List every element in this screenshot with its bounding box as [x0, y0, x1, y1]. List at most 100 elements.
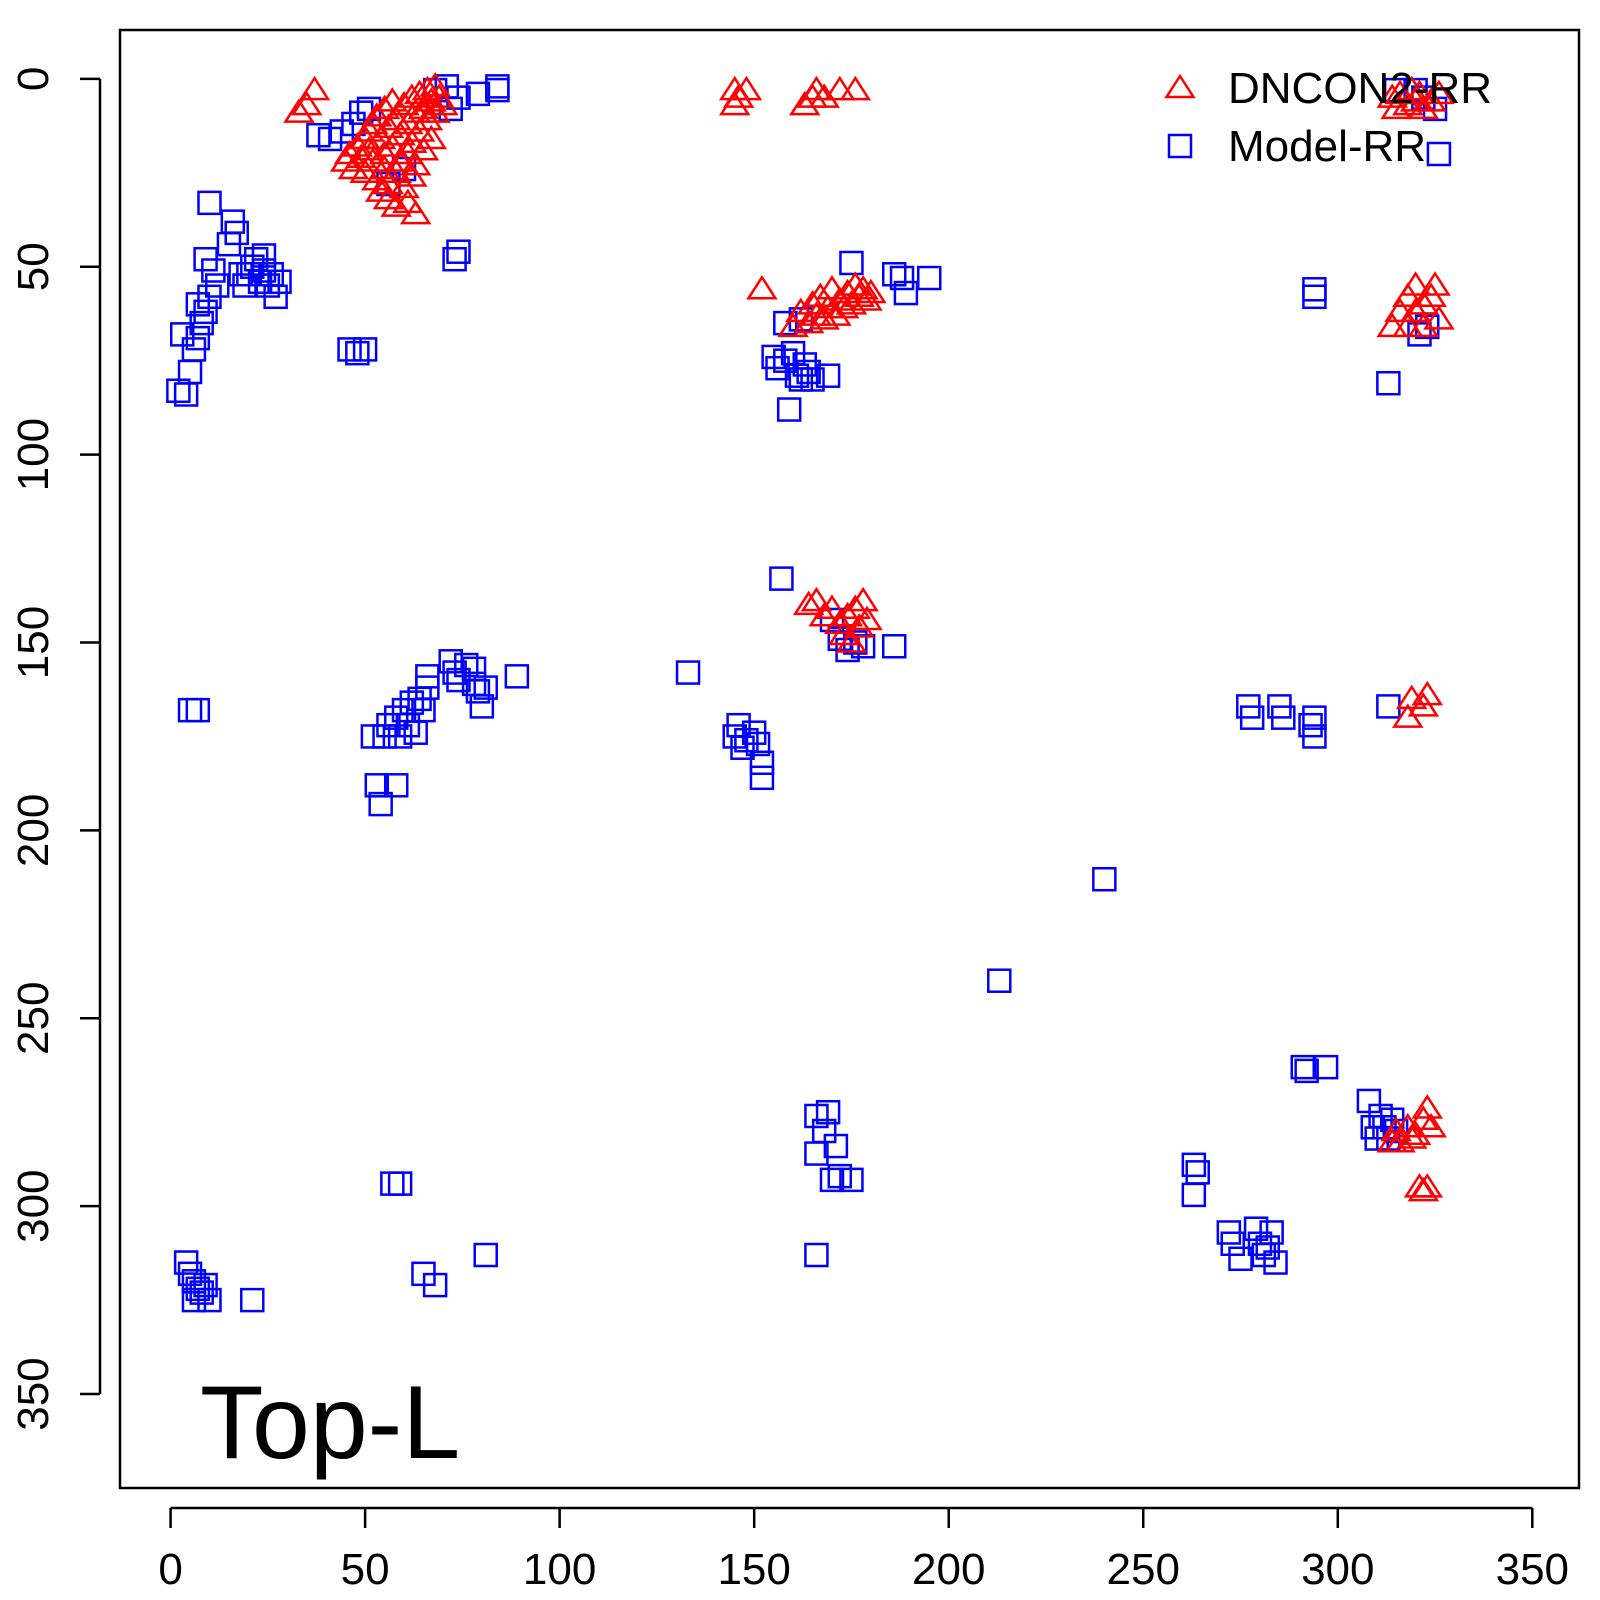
model-rr-point: [1294, 1058, 1319, 1084]
dncon2-rr-point: [851, 605, 883, 631]
dncon2-rr-point: [1423, 79, 1455, 105]
model-rr-point: [415, 664, 440, 689]
model-rr-point: [987, 968, 1012, 993]
model-rr-point: [1422, 96, 1448, 122]
dncon2-rr-point: [1411, 1173, 1444, 1198]
model-rr-point: [1255, 1235, 1280, 1260]
model-rr-point: [442, 246, 467, 272]
y-tick-label: 350: [9, 1357, 58, 1430]
model-rr-point: [1302, 284, 1327, 310]
dncon2-rr-point: [419, 72, 451, 97]
dncon2-rr-point: [399, 199, 432, 225]
dncon2-rr-point: [384, 147, 416, 172]
model-rr-point: [800, 367, 825, 392]
dncon2-rr-point: [1376, 312, 1409, 338]
model-rr-point: [1407, 322, 1432, 347]
dncon2-rr-point: [839, 594, 872, 619]
model-rr-point: [1239, 705, 1265, 730]
dncon2-rr-point: [808, 83, 841, 108]
model-rr-point: [804, 1242, 829, 1268]
model-rr-point: [224, 220, 249, 246]
model-rr-point: [446, 239, 471, 264]
dncon2-rr-point: [855, 278, 887, 304]
model-rr-point: [197, 190, 222, 216]
dncon2-rr-point: [804, 282, 837, 308]
model-rr-point: [1181, 1152, 1207, 1178]
model-rr-point: [773, 310, 798, 336]
model-rr-point: [796, 359, 821, 385]
dncon2-rr-point: [1384, 297, 1416, 323]
dncon2-rr-point: [399, 150, 432, 176]
y-tick-label: 150: [9, 606, 58, 679]
model-rr-point: [749, 750, 775, 776]
model-rr-point: [465, 679, 491, 704]
dncon2-rr-point: [847, 274, 879, 300]
dncon2-rr-point: [835, 628, 868, 653]
dncon2-rr-point: [1380, 1116, 1412, 1142]
dncon2-rr-point: [843, 613, 876, 638]
model-rr-point: [387, 1171, 413, 1196]
dncon2-rr-point: [415, 124, 448, 150]
dncon2-rr-point: [283, 98, 315, 123]
model-rr-point: [1290, 1054, 1316, 1080]
y-tick-label: 0: [9, 67, 58, 91]
model-rr-point: [675, 660, 701, 685]
model-rr-point: [240, 1287, 265, 1313]
dncon2-rr-point: [1415, 1112, 1447, 1138]
dncon2-rr-point: [839, 271, 872, 296]
dncon2-rr-point: [1407, 312, 1440, 338]
dncon2-rr-point: [1399, 297, 1432, 323]
legend-model-rr-label: Model-RR: [1228, 122, 1426, 171]
model-rr-point: [792, 352, 818, 377]
dncon2-rr-point: [785, 297, 817, 323]
plot-frame: [118, 28, 1581, 1490]
dncon2-rr-point: [1415, 87, 1447, 112]
dncon2-rr-point: [1395, 75, 1428, 101]
y-tick-label: 300: [9, 1169, 58, 1242]
x-tick-label: 150: [717, 1545, 790, 1594]
model-rr-point: [1263, 1250, 1288, 1275]
model-rr-point: [1181, 1182, 1207, 1208]
legend-dncon2-rr-marker: [1164, 73, 1196, 99]
model-rr-point: [166, 378, 191, 403]
model-rr-point: [1228, 1246, 1253, 1272]
model-rr-point: [368, 791, 393, 817]
model-rr-point: [170, 322, 195, 347]
dncon2-rr-point: [427, 90, 459, 116]
dncon2-rr-point: [419, 98, 451, 123]
dncon2-rr-point: [372, 113, 405, 138]
model-rr-point: [473, 1242, 498, 1268]
model-rr-point: [364, 773, 390, 798]
model-rr-point: [881, 634, 907, 659]
model-rr-point: [185, 292, 211, 317]
x-tick-label: 300: [1301, 1545, 1374, 1594]
model-rr-point: [267, 269, 292, 295]
model-rr-point: [765, 355, 790, 381]
dncon2-rr-point: [816, 594, 848, 619]
model-rr-point: [181, 1287, 207, 1313]
dncon2-rr-point: [730, 75, 763, 101]
dncon2-rr-point: [823, 75, 856, 101]
legend-model-rr-marker: [1167, 133, 1193, 159]
dncon2-rr-point: [746, 274, 778, 300]
dncon2-rr-point: [411, 105, 444, 131]
dncon2-rr-point: [1384, 1127, 1416, 1153]
model-rr-point: [1259, 1220, 1284, 1245]
dncon2-rr-point: [796, 290, 829, 315]
model-rr-point: [1302, 724, 1327, 749]
dncon2-rr-point: [360, 102, 393, 127]
model-rr-point: [263, 284, 288, 310]
dncon2-rr-point: [1384, 79, 1416, 105]
model-rr-point: [745, 731, 771, 757]
model-rr-point: [465, 81, 491, 107]
model-rr-point: [1313, 1054, 1339, 1080]
model-rr-point: [177, 697, 203, 723]
legend: DNCON2-RR Model-RR: [1164, 64, 1492, 171]
top-l-annotation: Top-L: [200, 1365, 460, 1481]
y-tick-label: 100: [9, 418, 58, 491]
dncon2-rr-point: [357, 147, 389, 172]
dncon2-rr-point: [1392, 312, 1424, 338]
dncon2-rr-point: [816, 274, 848, 300]
dncon2-rr-point: [800, 301, 833, 326]
